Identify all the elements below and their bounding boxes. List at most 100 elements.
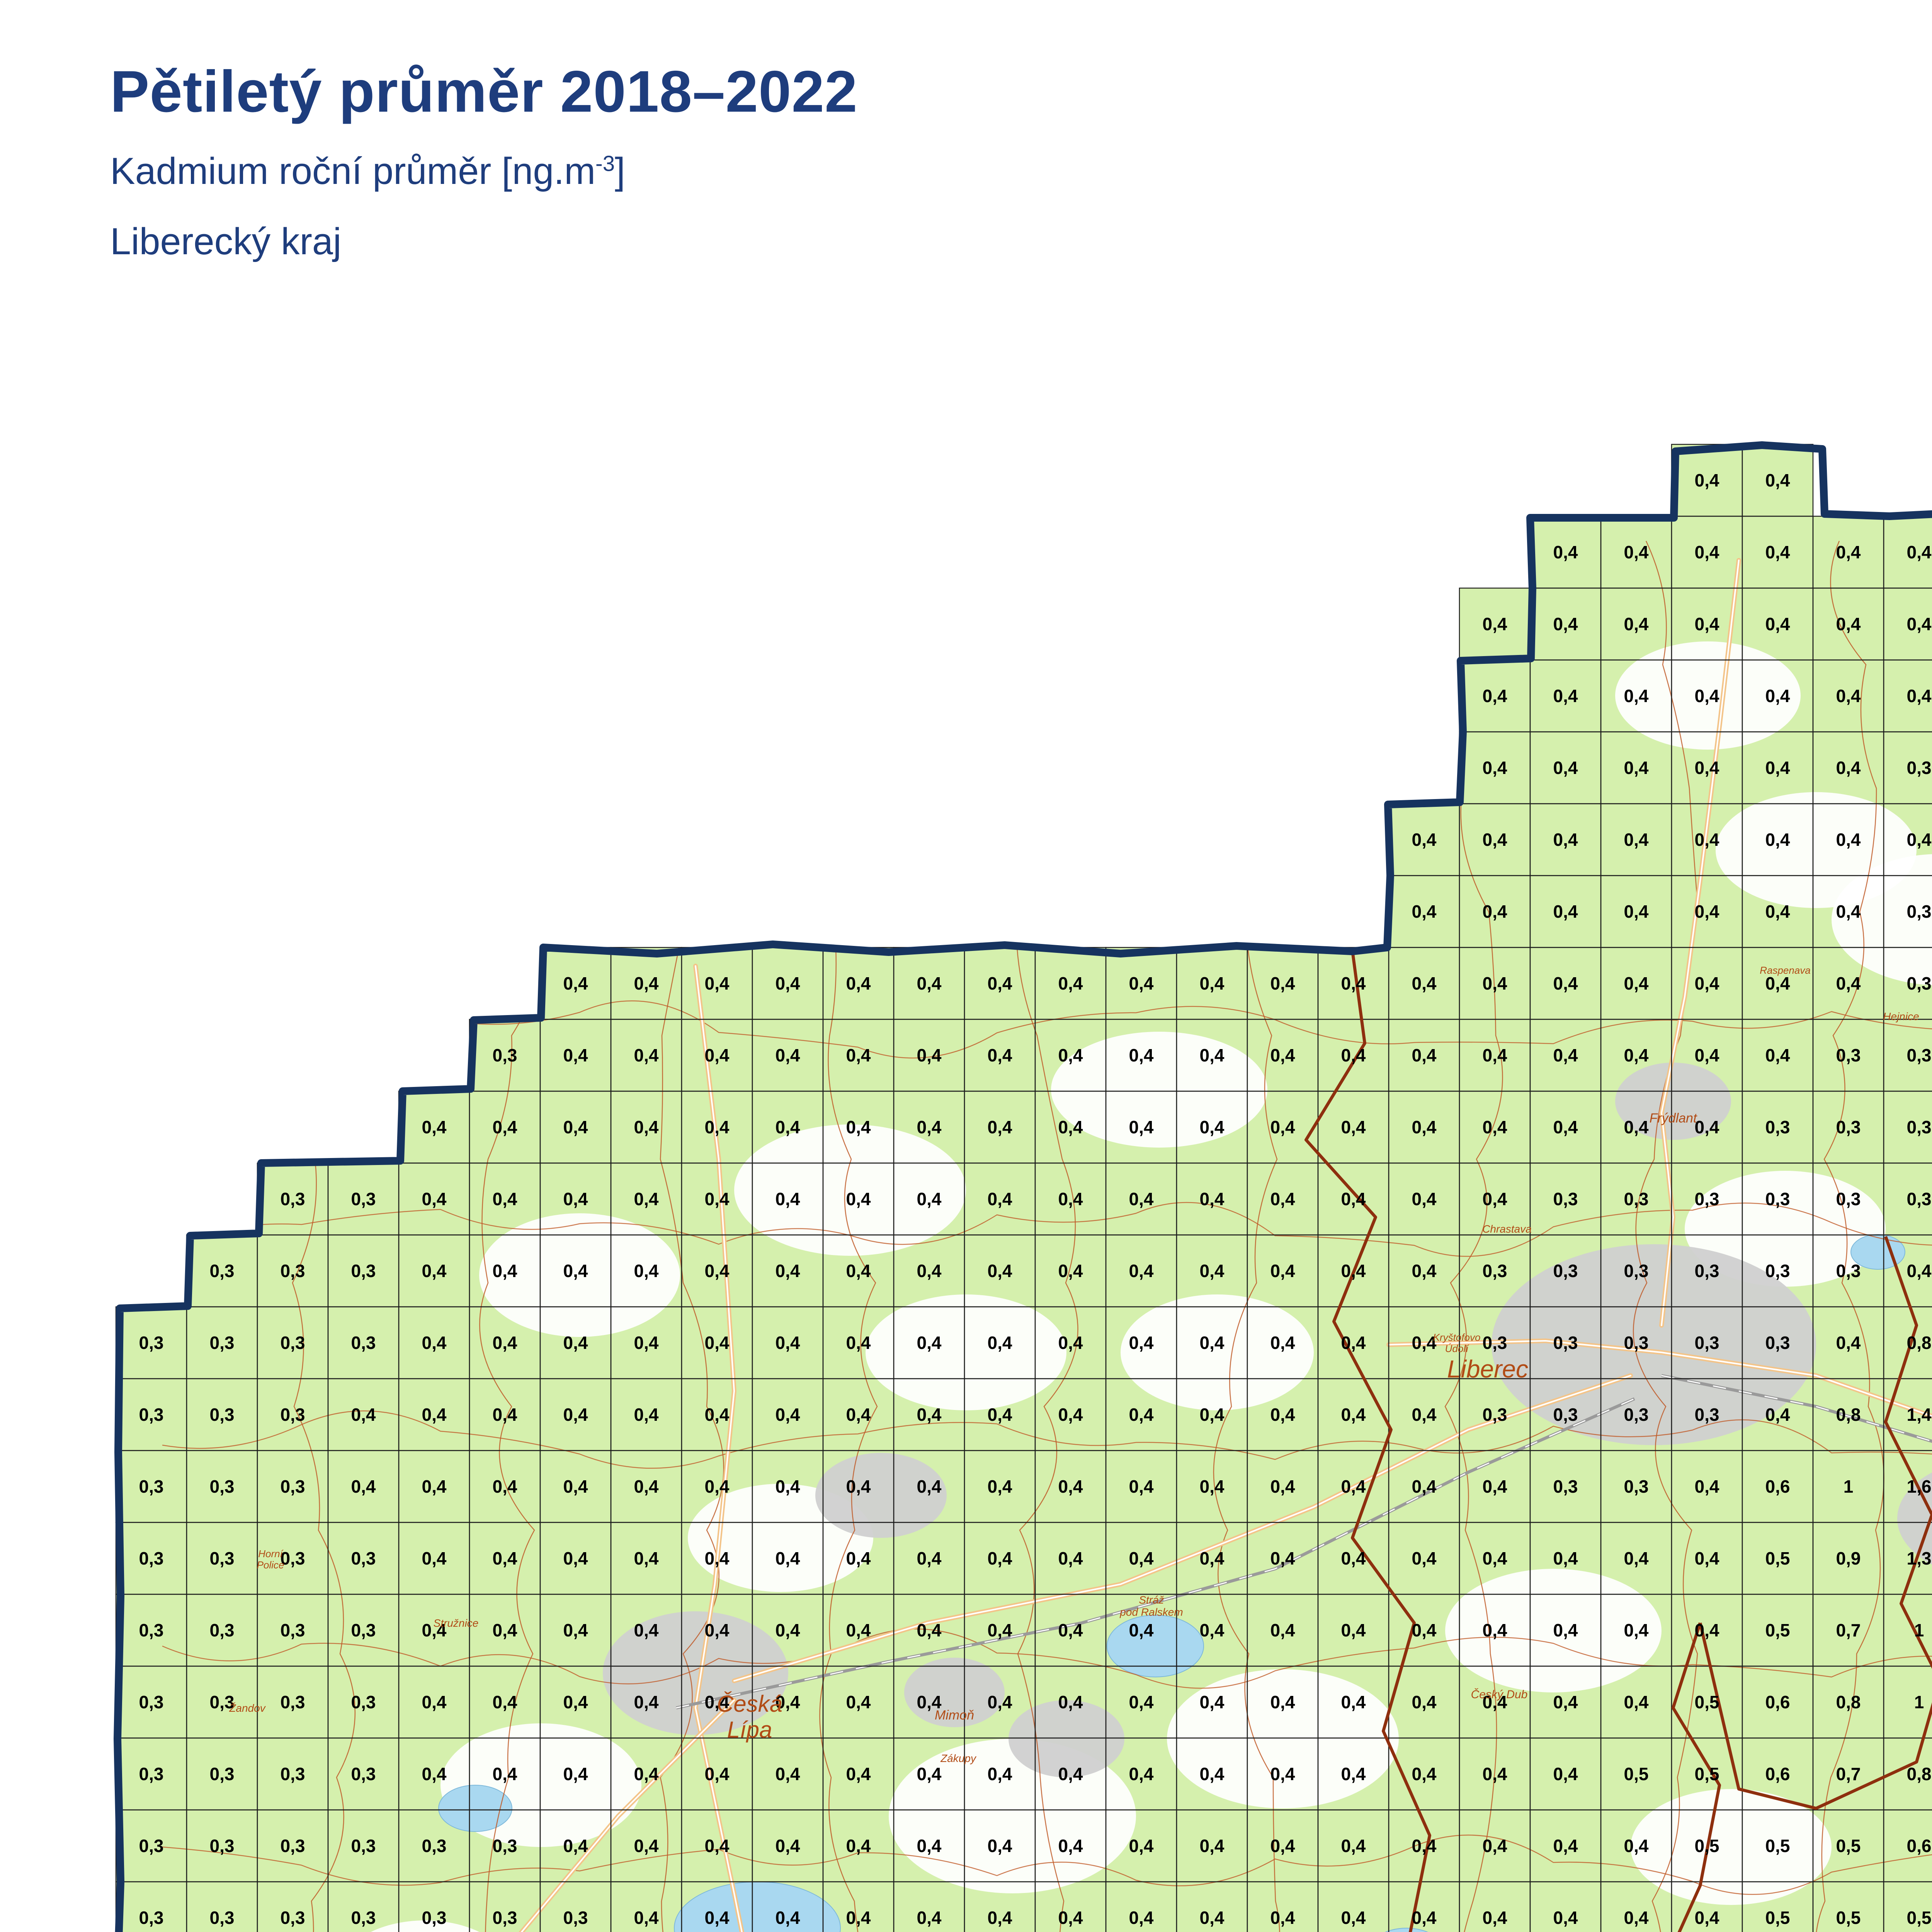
grid-cell [1035,1522,1106,1594]
grid-cell [1530,947,1601,1019]
grid-cell-value: 0,4 [846,1117,871,1137]
grid-cell [1389,1882,1459,1932]
grid-cell [752,1738,823,1810]
grid-cell [611,1451,682,1522]
terrain-clearing [1051,1032,1267,1148]
grid-cell-value: 0,4 [1553,830,1578,850]
grid-cell-value: 0,3 [281,1836,305,1856]
grid-cell [1035,1451,1106,1522]
grid-cell-value: 0,4 [1624,686,1649,706]
grid-cell-value: 0,4 [846,1764,871,1784]
grid-cell [540,1379,611,1451]
grid-cell [187,1379,257,1451]
grid-cell-value: 0,4 [988,1045,1012,1065]
grid-cell [1601,1451,1672,1522]
grid-cell-value: 0,4 [1765,470,1790,490]
grid-cell [1742,444,1813,516]
grid-cell-value: 0,3 [351,1189,376,1209]
grid-cell [1459,660,1530,732]
grid-cell-value: 0,4 [705,1476,730,1497]
grid-cell [540,1594,611,1666]
grid-cell-value: 0,3 [281,1476,305,1497]
grid-cell-value: 0,4 [1695,1908,1719,1928]
road-core [1388,1340,1932,1531]
grid-cell [1742,1019,1813,1091]
grid-cell [1459,588,1530,660]
grid-cell-value: 0,5 [1624,1764,1649,1784]
grid-cell [823,1666,894,1738]
grid-cell [1459,1019,1530,1091]
grid-cell-value: 0,4 [917,1261,942,1281]
grid-cell [1530,1451,1601,1522]
grid-cell [823,1594,894,1666]
grid-cell-value: 0,3 [422,1836,447,1856]
grid-cell [1177,1163,1247,1235]
grid-cell-value: 0,4 [1129,1261,1154,1281]
grid-cell-value: 0,4 [634,1333,659,1353]
grid-cell-value: 0,3 [210,1620,235,1640]
grid-cell [1177,1882,1247,1932]
grid-cell [1389,1738,1459,1810]
grid-cell-value: 0,4 [1695,686,1719,706]
grid-cell-border [1883,1881,1932,1932]
grid-cell [611,1882,682,1932]
grid-cell [1247,1163,1318,1235]
grid-cell-value: 0,4 [634,1836,659,1856]
grid-cell-value: 0,4 [563,1692,588,1712]
grid-cell-value: 0,3 [139,1620,164,1640]
grid-cell [399,1379,469,1451]
grid-cell-value: 0,3 [351,1620,376,1640]
grid-cell-value: 0,3 [210,1764,235,1784]
grid-cell-value: 0,4 [705,1908,730,1928]
grid-cell-value: 0,6 [1765,1764,1790,1784]
grid-cell [116,1307,187,1379]
grid-cell-value: 0,4 [1907,686,1932,706]
grid-cell-value: 0,5 [1765,1908,1790,1928]
grid-cell [611,1522,682,1594]
grid-cell [1318,1882,1389,1932]
grid-cell-value: 0,4 [988,1908,1012,1928]
grid-cell [1813,1738,1884,1810]
grid-cell-value: 0,4 [1412,1836,1437,1856]
grid-cell-value: 0,4 [1270,1189,1295,1209]
grid-cell-value: 0,4 [563,1836,588,1856]
grid-cell-value: 0,4 [1200,1117,1225,1137]
grid-cell [1530,876,1601,947]
grid-cell [1813,1091,1884,1163]
grid-cell-value: 0,3 [1907,973,1932,993]
grid-cell-value: 0,4 [1412,1405,1437,1425]
grid-cell-value: 0,4 [1058,1333,1083,1353]
grid-cell-value: 0,3 [1624,1261,1649,1281]
grid-cell [1813,1594,1884,1666]
grid-cell-value: 0,4 [988,973,1012,993]
urban-area [815,1453,947,1538]
grid-cell-value: 0,4 [1553,542,1578,562]
grid-cell [399,1666,469,1738]
grid-cell-value: 0,4 [1483,1692,1507,1712]
road-core [694,965,812,1932]
grid-cell [1813,1307,1884,1379]
grid-cell-value: 0,4 [917,1692,942,1712]
grid-cell-value: 0,4 [1695,1476,1719,1497]
city-label-major: Česká Lípa [717,1691,782,1743]
grid-cell [1884,1810,1932,1882]
grid-cell-value: 0,4 [1200,1261,1225,1281]
grid-cell-value: 0,9 [1836,1548,1861,1568]
grid-cell-value: 0,4 [1200,1476,1225,1497]
grid-cell-value: 0,4 [1341,1405,1366,1425]
grid-cell [187,1594,257,1666]
grid-cell-value: 0,4 [1341,1692,1366,1712]
grid-cell-value: 0,4 [1341,1548,1366,1568]
grid-cell [540,947,611,1019]
grid-cell-value: 0,3 [210,1692,235,1712]
grid-cell [1813,732,1884,804]
grid-cell [1742,1522,1813,1594]
terrain-clearing [1167,1669,1399,1808]
grid-cell [1884,516,1932,588]
grid-cell-value: 0,4 [988,1405,1012,1425]
grid-cell-value: 0,4 [846,1620,871,1640]
grid-cell-value: 0,4 [1270,1261,1295,1281]
grid-cell [1672,444,1742,516]
grid-cell-value: 0,4 [1483,901,1507,922]
grid-cell-value: 0,4 [1200,1045,1225,1065]
